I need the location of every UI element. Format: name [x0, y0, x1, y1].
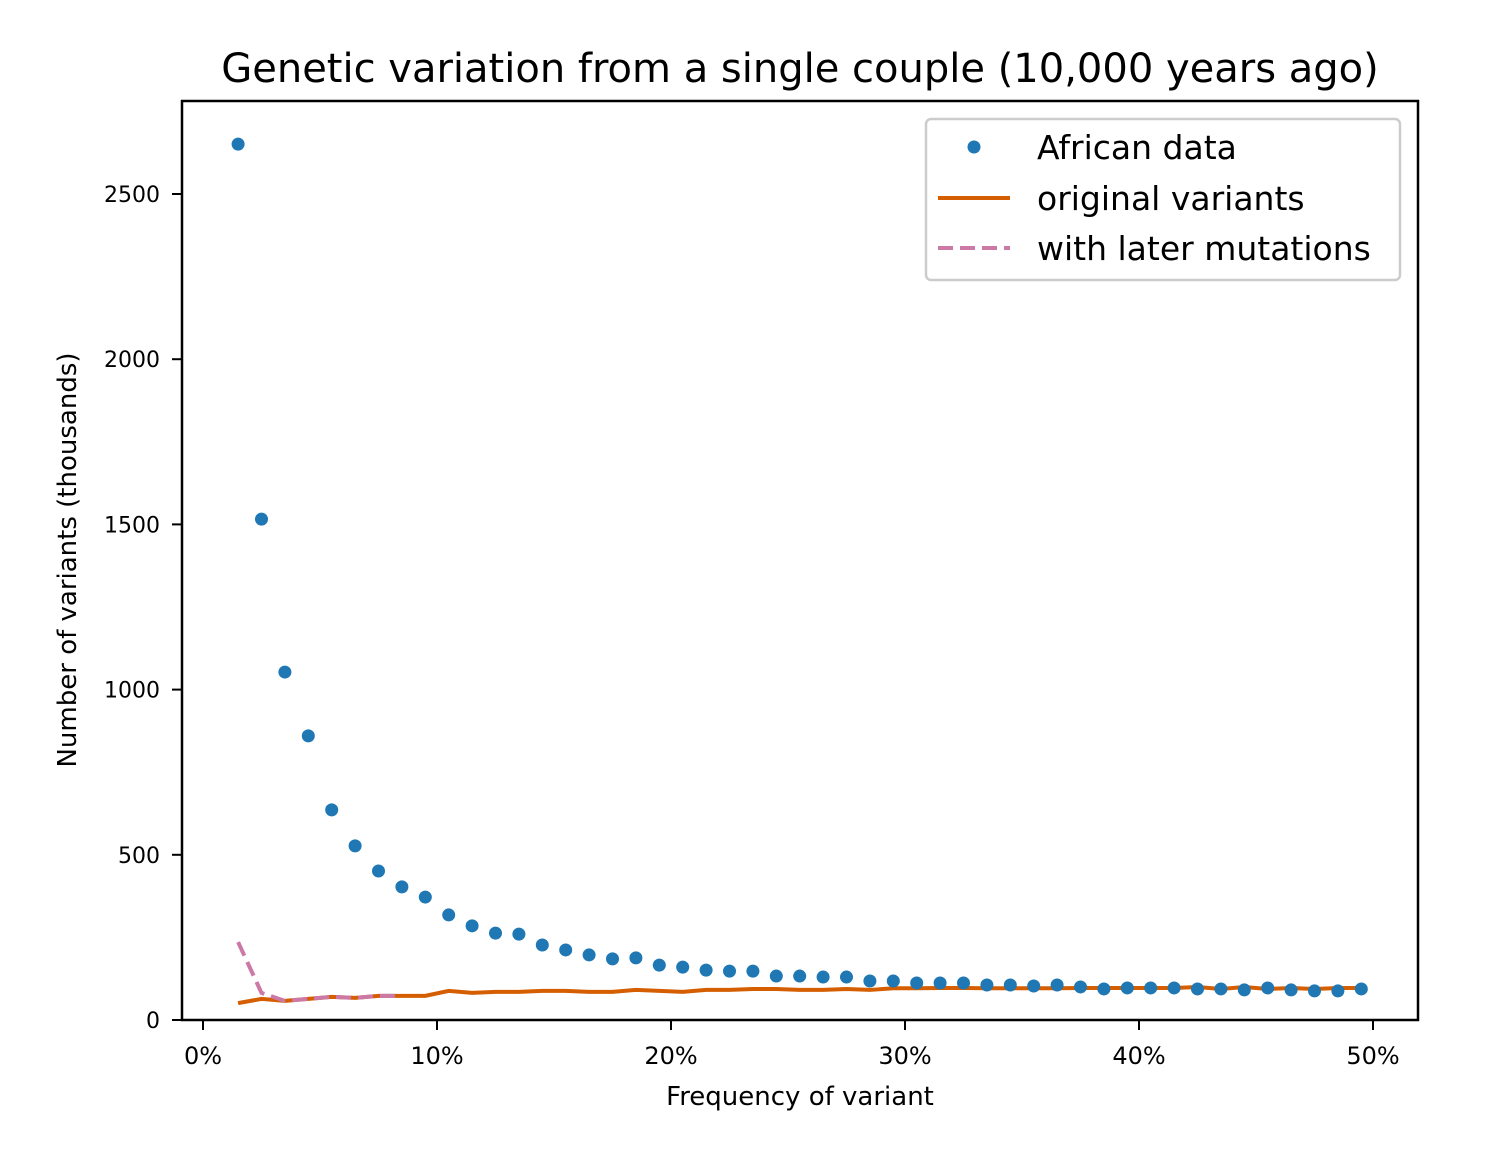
african-data-point: [910, 976, 924, 990]
african-data-point: [231, 137, 245, 151]
african-data-point: [1331, 984, 1345, 998]
plot-area: [231, 137, 1368, 1006]
african-data-point: [1027, 979, 1041, 993]
african-data-point: [1167, 981, 1181, 995]
african-data-point: [255, 512, 268, 526]
african-data-point: [676, 960, 690, 974]
african-data-point: [816, 970, 830, 984]
african-data-point: [629, 951, 643, 965]
x-tick-label: 20%: [644, 1042, 697, 1070]
african-data-point: [1284, 983, 1298, 997]
african-data-point: [535, 938, 549, 952]
y-tick-label: 500: [118, 844, 160, 869]
y-axis-label: Number of variants (thousands): [53, 352, 83, 767]
african-data-point: [1237, 983, 1251, 997]
legend-label-later-mutations: with later mutations: [1037, 229, 1371, 268]
legend-box: [924, 117, 1402, 282]
legend-label-african-data: African data: [1037, 128, 1237, 167]
african-data-point: [840, 970, 853, 984]
african-data-point: [1003, 978, 1017, 992]
legend-label-original-variants: original variants: [1037, 179, 1305, 218]
african-data-point: [1050, 978, 1064, 992]
african-data-point: [886, 974, 900, 988]
african-data-point: [559, 943, 573, 957]
african-data-point: [1261, 981, 1275, 995]
african-data-point: [1074, 980, 1087, 994]
african-data-point: [606, 952, 619, 966]
african-data-point: [348, 839, 362, 853]
african-data-point: [980, 978, 994, 992]
ticks: 0% 10% 20% 30% 40% 50% 0 500 1000 1500 2000 2500: [104, 183, 1400, 1070]
y-tick-label: 1000: [104, 679, 160, 704]
african-data-point: [863, 974, 877, 988]
african-data-point: [418, 890, 432, 904]
series-later-mutations-line: [236, 941, 402, 1003]
african-data-point: [933, 976, 947, 990]
x-tick-label: 30%: [878, 1042, 931, 1070]
x-tick-label: 40%: [1112, 1042, 1165, 1070]
african-data-point: [1097, 982, 1111, 996]
african-data-point: [769, 969, 783, 983]
african-data-point: [746, 964, 760, 978]
african-data-point: [1144, 981, 1158, 995]
african-data-point: [1308, 984, 1321, 998]
african-data-point: [1120, 981, 1134, 995]
x-tick-label: 10%: [410, 1042, 463, 1070]
african-data-point: [372, 864, 385, 878]
african-data-point: [442, 908, 456, 922]
african-data-point: [395, 880, 409, 894]
african-data-point: [465, 919, 479, 933]
y-tick-label: 1500: [104, 513, 160, 538]
african-data-point: [489, 926, 502, 940]
y-tick-label: 2500: [104, 183, 160, 208]
y-tick-label: 2000: [104, 348, 160, 373]
african-data-point: [512, 927, 526, 941]
legend-marker-african-data: [967, 140, 981, 154]
african-data-point: [1191, 982, 1204, 996]
axes-frame: [180, 99, 1420, 1022]
african-data-point: [278, 665, 292, 679]
african-data-point: [582, 948, 596, 962]
african-data-point: [957, 976, 970, 990]
x-axis-label: Frequency of variant: [666, 1082, 934, 1112]
african-data-point: [325, 803, 339, 817]
african-data-point: [793, 969, 807, 983]
x-tick-label: 50%: [1346, 1042, 1399, 1070]
legend: African data original variants with late…: [924, 117, 1402, 282]
african-data-point: [1354, 982, 1368, 996]
african-data-point: [699, 963, 713, 977]
african-data-point: [1214, 982, 1228, 996]
x-tick-label: 0%: [184, 1042, 222, 1070]
african-data-point: [652, 958, 666, 972]
chart-title: Genetic variation from a single couple (…: [221, 46, 1379, 92]
african-data-point: [301, 729, 315, 743]
african-data-point: [723, 964, 736, 978]
y-tick-label: 0: [146, 1009, 160, 1034]
